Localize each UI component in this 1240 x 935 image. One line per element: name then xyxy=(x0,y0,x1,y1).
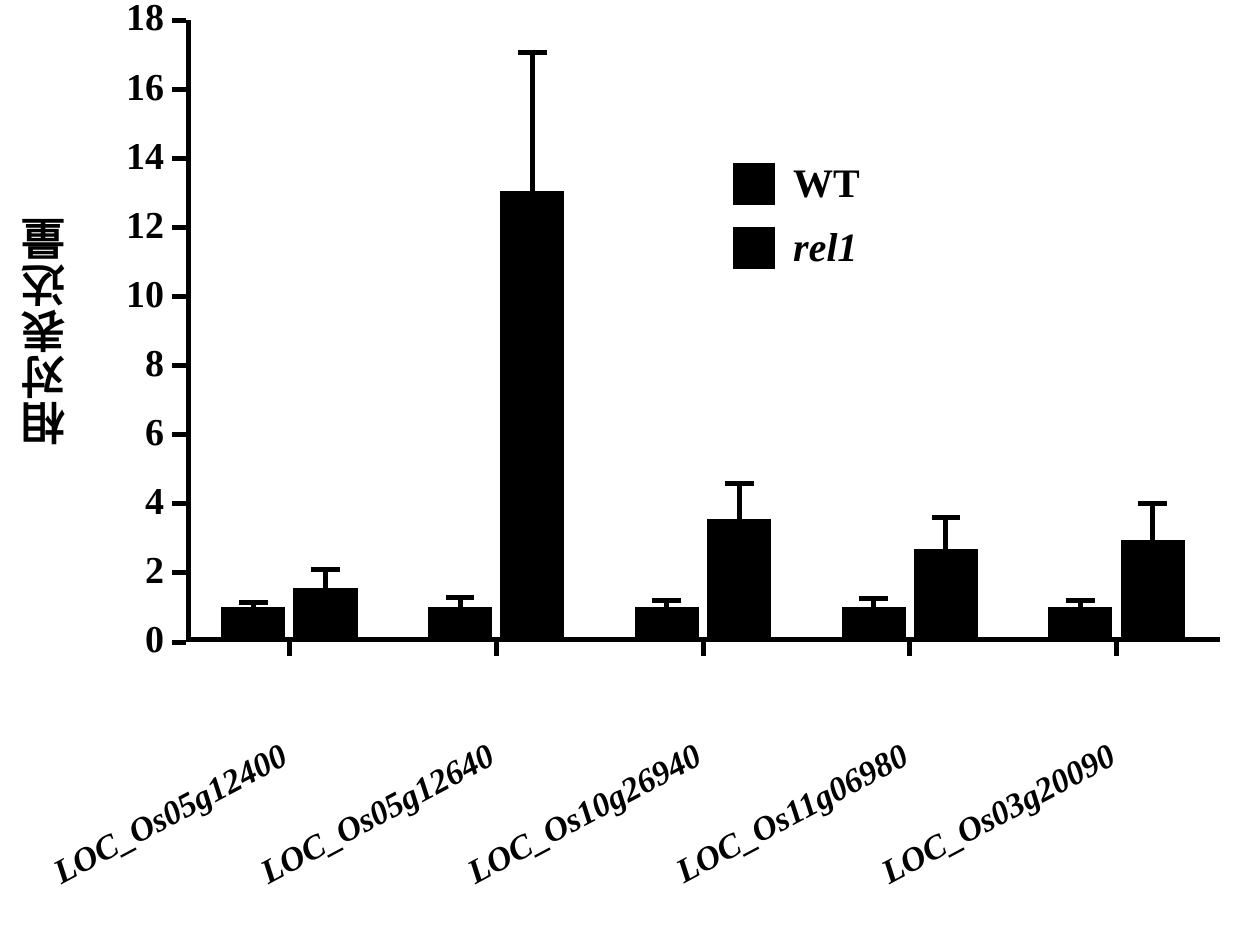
error-bar-cap xyxy=(859,596,888,601)
x-tick-label: LOC_Os10g26940 xyxy=(462,737,708,892)
error-bar xyxy=(530,53,535,191)
y-tick xyxy=(172,156,186,161)
y-tick xyxy=(172,294,186,299)
error-bar-cap xyxy=(1066,598,1095,603)
y-tick-label: 2 xyxy=(74,549,164,593)
y-tick xyxy=(172,640,186,645)
error-bar-cap xyxy=(518,50,547,55)
bar xyxy=(1048,607,1112,642)
y-tick xyxy=(172,501,186,506)
error-bar xyxy=(1150,504,1155,540)
y-tick-label: 6 xyxy=(74,411,164,455)
legend-item: WT xyxy=(733,160,860,207)
x-tick-label: LOC_Os05g12400 xyxy=(48,737,294,892)
y-tick xyxy=(172,432,186,437)
legend-swatch xyxy=(733,163,775,205)
x-tick xyxy=(287,642,292,656)
y-tick-label: 16 xyxy=(74,66,164,110)
x-tick-label: LOC_Os05g12640 xyxy=(255,737,501,892)
bar xyxy=(842,607,906,642)
y-tick xyxy=(172,225,186,230)
y-tick-label: 14 xyxy=(74,135,164,179)
error-bar-cap xyxy=(1138,501,1167,506)
error-bar-cap xyxy=(932,515,961,520)
y-tick-label: 8 xyxy=(74,342,164,386)
x-tick xyxy=(907,642,912,656)
bar xyxy=(914,549,978,642)
y-tick-label: 4 xyxy=(74,480,164,524)
error-bar-cap xyxy=(311,567,340,572)
bar xyxy=(707,519,771,642)
y-tick-label: 0 xyxy=(74,618,164,662)
x-tick-label: LOC_Os03g20090 xyxy=(875,737,1121,892)
y-tick xyxy=(172,570,186,575)
legend-label: rel1 xyxy=(793,224,857,271)
error-bar-cap xyxy=(446,595,475,600)
bar xyxy=(221,607,285,642)
plot-area: 024681012141618LOC_Os05g12400LOC_Os05g12… xyxy=(186,20,1220,642)
bar xyxy=(635,607,699,642)
error-bar-cap xyxy=(725,481,754,486)
x-tick xyxy=(1114,642,1119,656)
x-tick-label: LOC_Os11g06980 xyxy=(670,737,915,891)
error-bar xyxy=(323,569,328,588)
y-axis xyxy=(186,20,191,642)
y-tick xyxy=(172,87,186,92)
legend-label: WT xyxy=(793,160,860,207)
bar xyxy=(1121,540,1185,642)
y-tick xyxy=(172,18,186,23)
y-tick-label: 18 xyxy=(74,0,164,40)
bar xyxy=(500,191,564,642)
x-tick xyxy=(701,642,706,656)
legend-swatch xyxy=(733,227,775,269)
bar xyxy=(293,588,357,642)
error-bar xyxy=(943,518,948,549)
y-tick-label: 12 xyxy=(74,204,164,248)
error-bar-cap xyxy=(652,598,681,603)
expression-bar-chart: 相对表达量 024681012141618LOC_Os05g12400LOC_O… xyxy=(0,0,1240,935)
error-bar-cap xyxy=(239,600,268,605)
error-bar xyxy=(737,483,742,519)
y-tick xyxy=(172,363,186,368)
x-tick xyxy=(494,642,499,656)
bar xyxy=(428,607,492,642)
y-axis-label: 相对表达量 xyxy=(16,150,80,510)
y-tick-label: 10 xyxy=(74,273,164,317)
legend-item: rel1 xyxy=(733,224,857,271)
